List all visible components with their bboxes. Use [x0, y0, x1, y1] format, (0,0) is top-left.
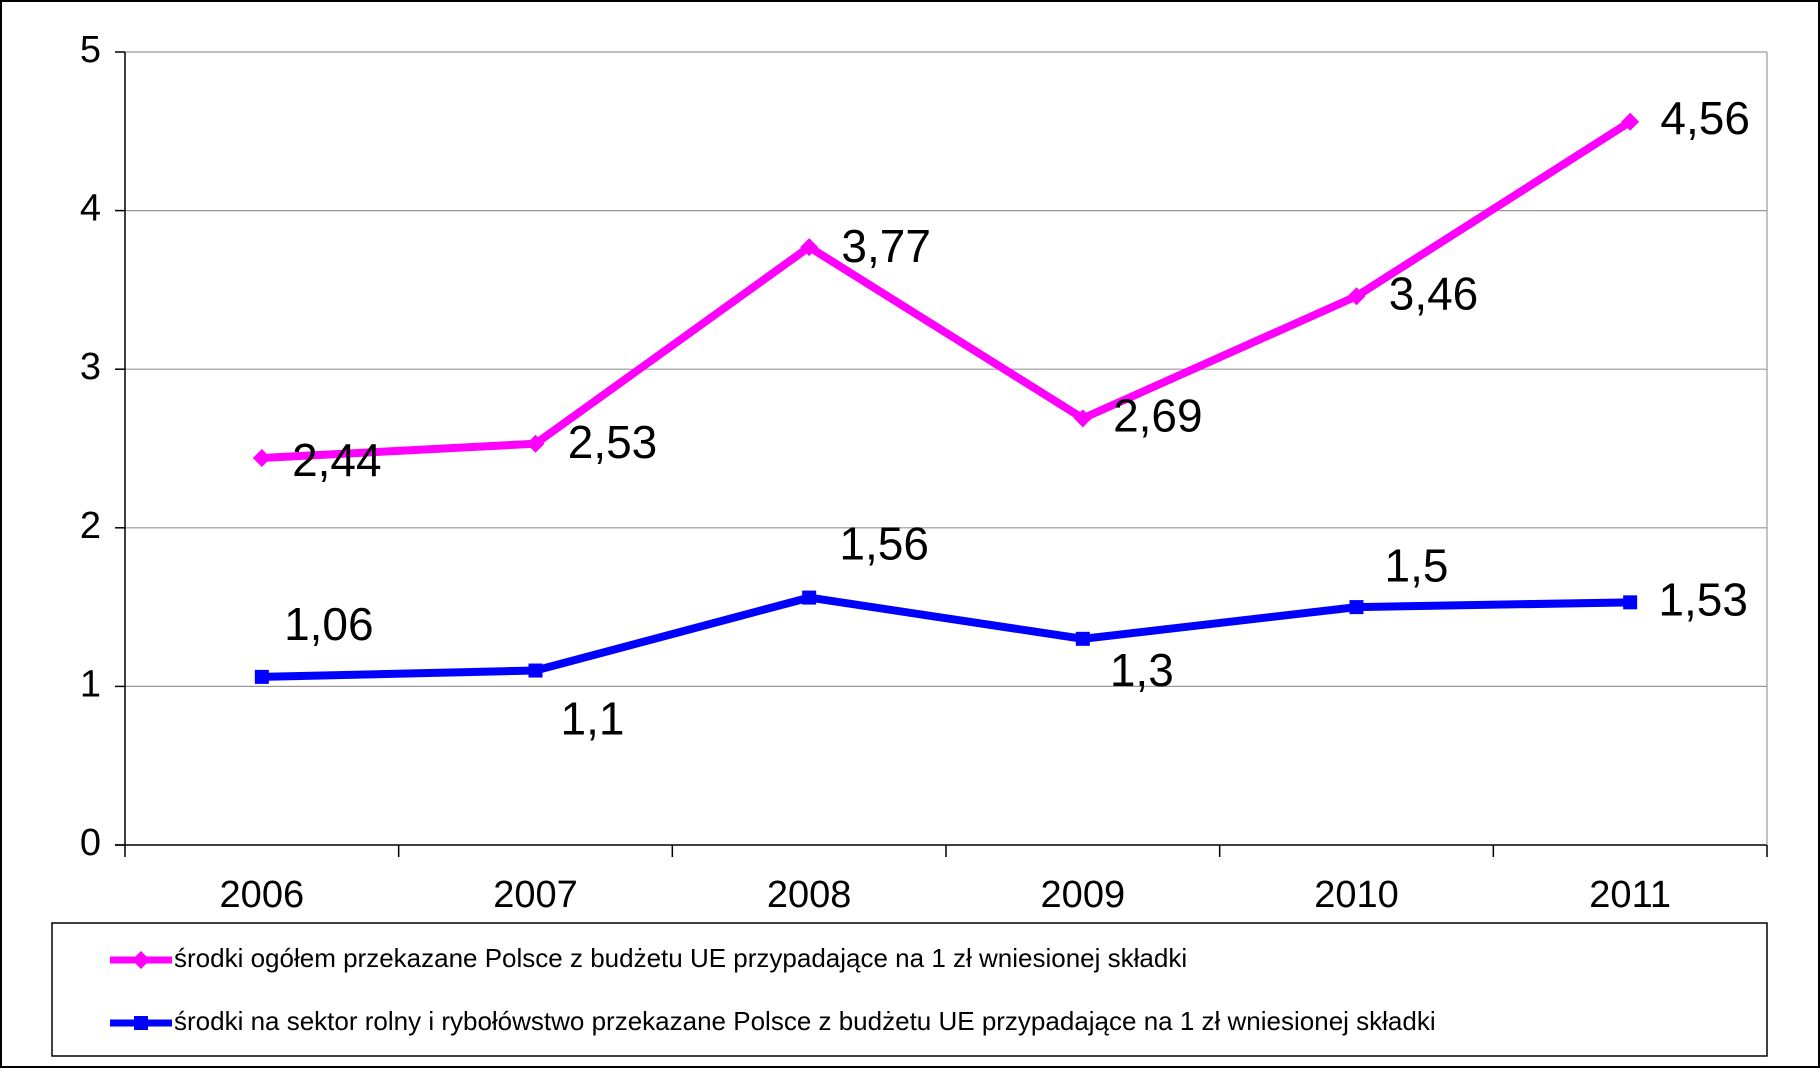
y-tick-label: 4	[80, 188, 101, 230]
data-label: 3,77	[841, 220, 931, 272]
point-marker	[800, 238, 819, 257]
y-tick-label: 5	[80, 29, 101, 71]
legend-marker	[134, 1016, 148, 1030]
point-marker	[1349, 600, 1364, 615]
point-marker	[802, 590, 817, 605]
point-marker	[1623, 595, 1638, 610]
legend-box	[51, 922, 1768, 1057]
point-marker	[528, 663, 543, 678]
point-marker	[526, 434, 545, 453]
data-label: 1,5	[1385, 539, 1449, 591]
legend-marker	[132, 951, 150, 969]
x-tick-label: 2011	[1589, 874, 1671, 916]
x-tick-label: 2006	[220, 874, 305, 916]
x-tick-label: 2008	[767, 874, 852, 916]
y-tick-label: 1	[80, 663, 101, 705]
data-label: 1,3	[1110, 644, 1174, 696]
y-tick-label: 3	[80, 346, 101, 388]
data-label: 1,56	[839, 518, 929, 570]
x-tick-label: 2007	[493, 874, 578, 916]
data-label: 1,1	[561, 693, 625, 745]
point-marker	[1073, 409, 1092, 428]
y-tick-label: 0	[80, 822, 101, 864]
data-label: 1,53	[1658, 573, 1748, 625]
point-marker	[254, 669, 269, 684]
point-marker	[252, 449, 271, 468]
data-label: 1,06	[284, 598, 374, 650]
legend-label: środki na sektor rolny i rybołówstwo prz…	[174, 1006, 1436, 1036]
data-label: 4,56	[1660, 92, 1750, 144]
data-label: 2,44	[292, 434, 382, 486]
series-line	[261, 593, 1631, 681]
x-tick-label: 2010	[1314, 874, 1399, 916]
data-label: 3,46	[1389, 267, 1479, 319]
y-tick-label: 2	[80, 505, 101, 547]
legend-label: środki ogółem przekazane Polsce z budżet…	[174, 943, 1187, 973]
point-marker	[1347, 287, 1366, 306]
point-marker	[1075, 631, 1090, 646]
series-line	[261, 118, 1633, 463]
data-label: 2,53	[568, 416, 658, 468]
point-marker	[1621, 112, 1640, 131]
x-tick-label: 2009	[1041, 874, 1126, 916]
data-label: 2,69	[1113, 390, 1203, 442]
